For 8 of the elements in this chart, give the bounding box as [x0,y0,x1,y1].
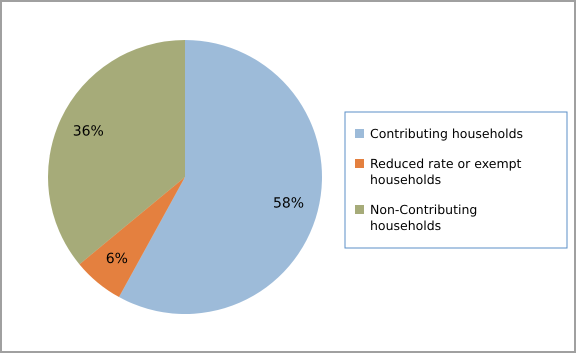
pie-slice [79,177,185,298]
legend-label: Reduced rate or exempt households [370,156,522,187]
data-label: 36% [72,123,104,140]
pie-slice [48,40,185,264]
legend-label: Non-Contributing households [370,202,478,233]
data-label: 58% [272,195,304,212]
legend-label: Contributing households [370,126,524,141]
data-label: 6% [106,251,128,268]
